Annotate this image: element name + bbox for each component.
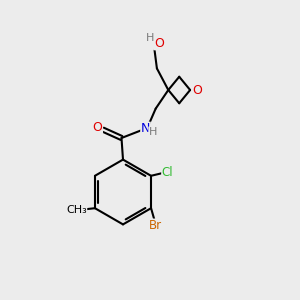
Text: O: O	[192, 83, 202, 97]
Text: CH₃: CH₃	[66, 205, 87, 215]
Text: H: H	[149, 127, 157, 137]
Text: Br: Br	[149, 219, 162, 232]
Text: H: H	[146, 33, 154, 43]
Text: O: O	[154, 37, 164, 50]
Text: N: N	[141, 122, 150, 135]
Text: O: O	[93, 121, 102, 134]
Text: Cl: Cl	[162, 166, 173, 179]
